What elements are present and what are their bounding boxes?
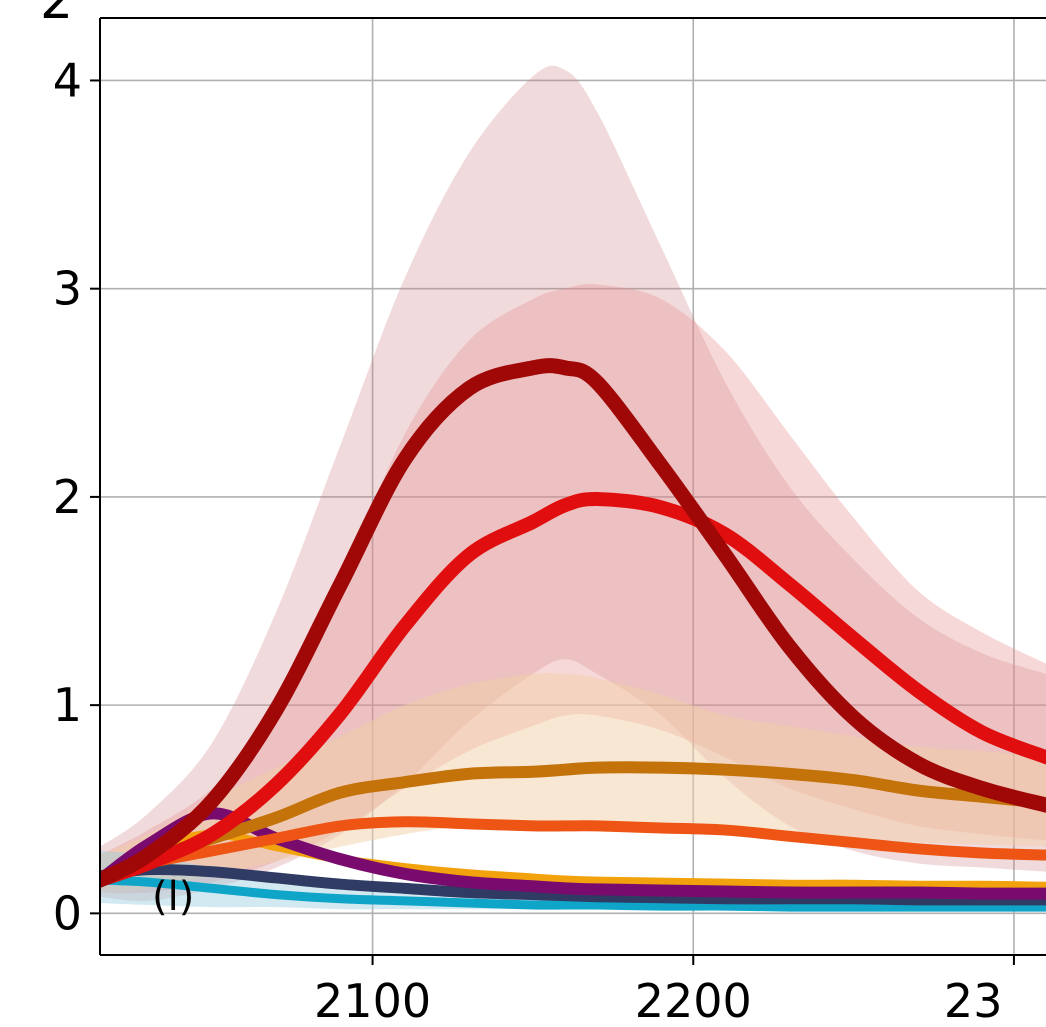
y-tick-label: 0 bbox=[53, 886, 82, 940]
series-line bbox=[100, 761, 1046, 887]
chart-title-area: 2 bbox=[40, 0, 73, 31]
y-tick-label: 2 bbox=[53, 470, 82, 524]
x-tick-label: 23 bbox=[944, 974, 1003, 1027]
y-tick-label: 1 bbox=[53, 678, 82, 732]
x-tick-label: 2100 bbox=[314, 974, 431, 1027]
uncertainty-band bbox=[100, 65, 1046, 902]
series-line bbox=[100, 816, 1046, 886]
series-line bbox=[100, 875, 1046, 912]
x-tick-label: 2200 bbox=[635, 974, 752, 1027]
y-tick-label: 3 bbox=[53, 262, 82, 316]
uncertainty-band bbox=[100, 672, 1046, 893]
series-line bbox=[100, 358, 1046, 888]
series-lines bbox=[100, 358, 1046, 912]
series-line bbox=[100, 807, 1046, 900]
series-line bbox=[100, 491, 1046, 888]
chart-title-fragment: 2 bbox=[40, 0, 73, 31]
panel-label: (l) bbox=[152, 874, 194, 920]
series-line bbox=[100, 863, 1046, 906]
axes bbox=[90, 17, 1046, 965]
y-tick-label: 4 bbox=[53, 53, 82, 107]
